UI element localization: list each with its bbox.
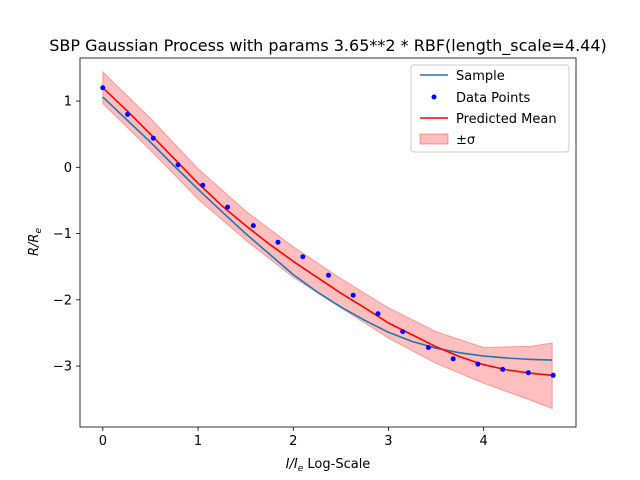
data-point <box>450 356 456 362</box>
data-point <box>350 292 356 298</box>
x-tick-label: 1 <box>194 434 202 449</box>
legend-sigma-band-swatch <box>419 133 449 145</box>
legend-sample-label: Sample <box>456 69 505 84</box>
data-point <box>550 372 556 378</box>
legend-data-points-label: Data Points <box>456 91 530 106</box>
legend-predicted-mean-label: Predicted Mean <box>456 112 557 127</box>
data-point <box>225 204 231 210</box>
x-axis-ticks: 0 1 2 3 4 <box>99 427 488 449</box>
y-tick-label: 1 <box>64 95 72 110</box>
x-axis-label-main: I/I <box>286 457 298 472</box>
legend-data-points-swatch <box>431 94 437 100</box>
data-point <box>326 272 331 278</box>
axes-frame <box>79 57 577 428</box>
x-tick-label: 2 <box>289 434 297 449</box>
x-axis-label-subscript: e <box>298 464 304 474</box>
data-point <box>175 162 181 168</box>
data-point <box>250 223 256 229</box>
sample-line <box>102 96 553 361</box>
y-tick-label: −2 <box>53 293 72 308</box>
x-axis-label-suffix: Log-Scale <box>303 457 370 472</box>
data-point <box>100 85 106 91</box>
y-axis-label-main: R/R <box>27 234 42 256</box>
data-point <box>200 182 206 188</box>
data-point <box>500 366 506 372</box>
x-tick-label: 4 <box>480 434 488 449</box>
legend-box <box>410 64 570 153</box>
y-axis-label: R/Re <box>27 228 44 256</box>
x-tick-label: 0 <box>99 434 107 449</box>
x-axis-label: I/Ie Log-Scale <box>286 457 371 474</box>
data-point <box>525 370 531 376</box>
y-tick-label: −1 <box>53 227 72 242</box>
legend-sigma-band-label: ±σ <box>456 133 475 148</box>
data-point <box>275 239 281 245</box>
plot-content <box>100 70 556 410</box>
chart-title: SBP Gaussian Process with params 3.65**2… <box>49 36 607 56</box>
legend: Sample Data Points Predicted Mean ±σ <box>410 64 570 153</box>
data-point <box>400 329 406 335</box>
data-point <box>300 254 306 260</box>
data-point <box>375 311 381 317</box>
data-point <box>425 345 431 350</box>
y-tick-label: −3 <box>53 360 72 375</box>
x-tick-label: 3 <box>384 434 392 449</box>
data-point <box>150 135 156 141</box>
data-point <box>475 361 481 367</box>
y-axis-label-subscript: e <box>34 228 44 234</box>
y-tick-label: 0 <box>64 161 72 176</box>
y-axis-ticks: 1 0 −1 −2 −3 <box>53 95 80 375</box>
sigma-band <box>102 70 553 410</box>
data-point <box>125 111 131 117</box>
